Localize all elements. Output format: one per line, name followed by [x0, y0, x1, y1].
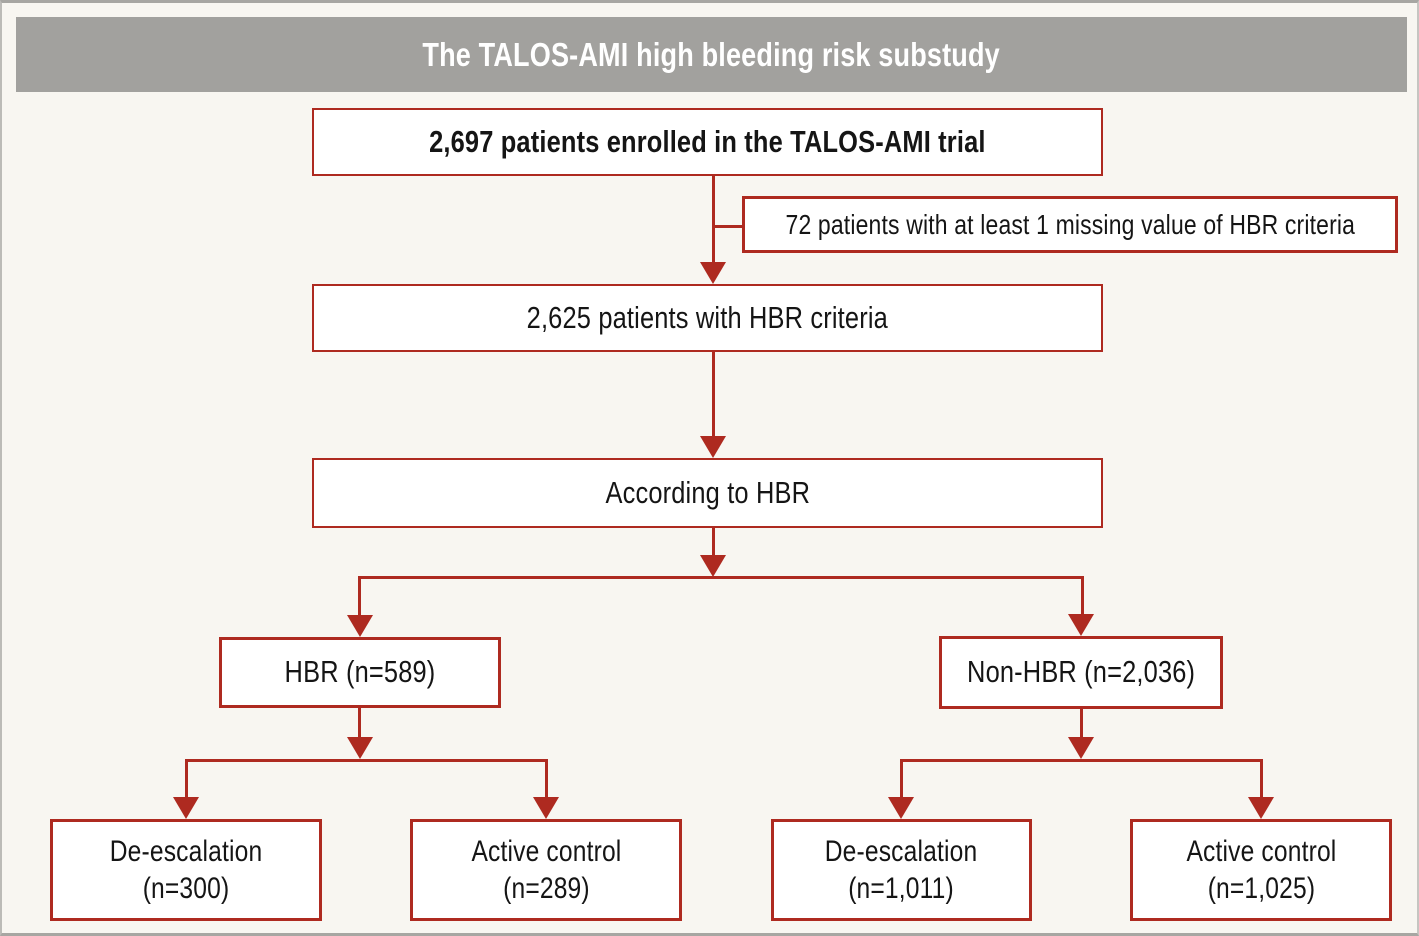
node-non-hbr-active-control: Active control (n=1,025)	[1130, 819, 1392, 921]
node-hbr-de-escalation-label: De-escalation	[109, 834, 263, 868]
node-hbr-criteria: 2,625 patients with HBR criteria	[312, 284, 1103, 352]
arrowhead-into-non-hbr-active-control	[1248, 797, 1274, 819]
connector-hbr-split-right-down	[545, 759, 548, 799]
arrowhead-into-hbr-de-escalation	[173, 797, 199, 819]
node-enrolled-label: 2,697 patients enrolled in the TALOS-AMI…	[429, 123, 986, 159]
node-hbr-de-escalation-count: (n=300)	[142, 872, 230, 905]
arrowhead-into-non-hbr-de-escalation	[888, 797, 914, 819]
arrowhead-into-hbr	[347, 615, 373, 637]
node-hbr-de-escalation: De-escalation (n=300)	[50, 819, 322, 921]
arrowhead-into-split1	[700, 555, 726, 577]
connector-non-hbr-split-right-down	[1260, 759, 1263, 799]
connector-hbr-split-horizontal	[185, 759, 548, 762]
connector-hbr-split-left-down	[185, 759, 188, 799]
arrowhead-into-hbr-criteria	[700, 262, 726, 284]
connector-non-hbr-down	[1080, 709, 1083, 739]
node-enrolled: 2,697 patients enrolled in the TALOS-AMI…	[312, 108, 1103, 176]
connector-split1-left-down	[358, 576, 361, 617]
arrowhead-into-non-hbr	[1068, 614, 1094, 636]
arrowhead-into-non-hbr-split	[1068, 737, 1094, 759]
connector-non-hbr-split-left-down	[900, 759, 903, 799]
node-non-hbr-de-escalation-label: De-escalation	[825, 834, 978, 868]
node-hbr-active-control: Active control (n=289)	[410, 819, 682, 921]
arrowhead-into-hbr-active-control	[533, 797, 559, 819]
node-non-hbr-de-escalation: De-escalation (n=1,011)	[771, 819, 1032, 921]
connector-according-down	[712, 528, 715, 557]
node-hbr-active-control-label: Active control	[471, 834, 621, 868]
arrowhead-into-hbr-split	[347, 737, 373, 759]
connector-criteria-down	[712, 352, 715, 438]
connector-non-hbr-split-horizontal	[900, 759, 1263, 762]
node-excluded: 72 patients with at least 1 missing valu…	[742, 196, 1398, 253]
node-non-hbr-de-escalation-count: (n=1,011)	[848, 872, 955, 905]
node-according-to-hbr: According to HBR	[312, 458, 1103, 528]
node-non-hbr-active-control-label: Active control	[1186, 834, 1336, 868]
node-hbr-label: HBR (n=589)	[284, 654, 436, 690]
node-non-hbr-label: Non-HBR (n=2,036)	[966, 654, 1196, 690]
connector-split1-right-down	[1081, 576, 1084, 616]
node-hbr: HBR (n=589)	[219, 637, 501, 708]
connector-enrolled-down	[712, 175, 715, 265]
node-non-hbr-active-control-count: (n=1,025)	[1207, 872, 1315, 905]
node-hbr-criteria-label: 2,625 patients with HBR criteria	[526, 299, 889, 335]
node-according-to-hbr-label: According to HBR	[605, 474, 810, 510]
connector-hbr-down	[358, 708, 361, 739]
figure-title: The TALOS-AMI high bleeding risk substud…	[422, 35, 1001, 73]
arrowhead-into-according	[700, 436, 726, 458]
node-hbr-active-control-count: (n=289)	[502, 872, 590, 905]
connector-split1-horizontal	[358, 576, 1084, 579]
node-excluded-label: 72 patients with at least 1 missing valu…	[785, 209, 1355, 240]
connector-exclusion-stub	[712, 225, 745, 228]
node-non-hbr: Non-HBR (n=2,036)	[939, 636, 1223, 709]
figure-title-bar: The TALOS-AMI high bleeding risk substud…	[16, 17, 1407, 92]
